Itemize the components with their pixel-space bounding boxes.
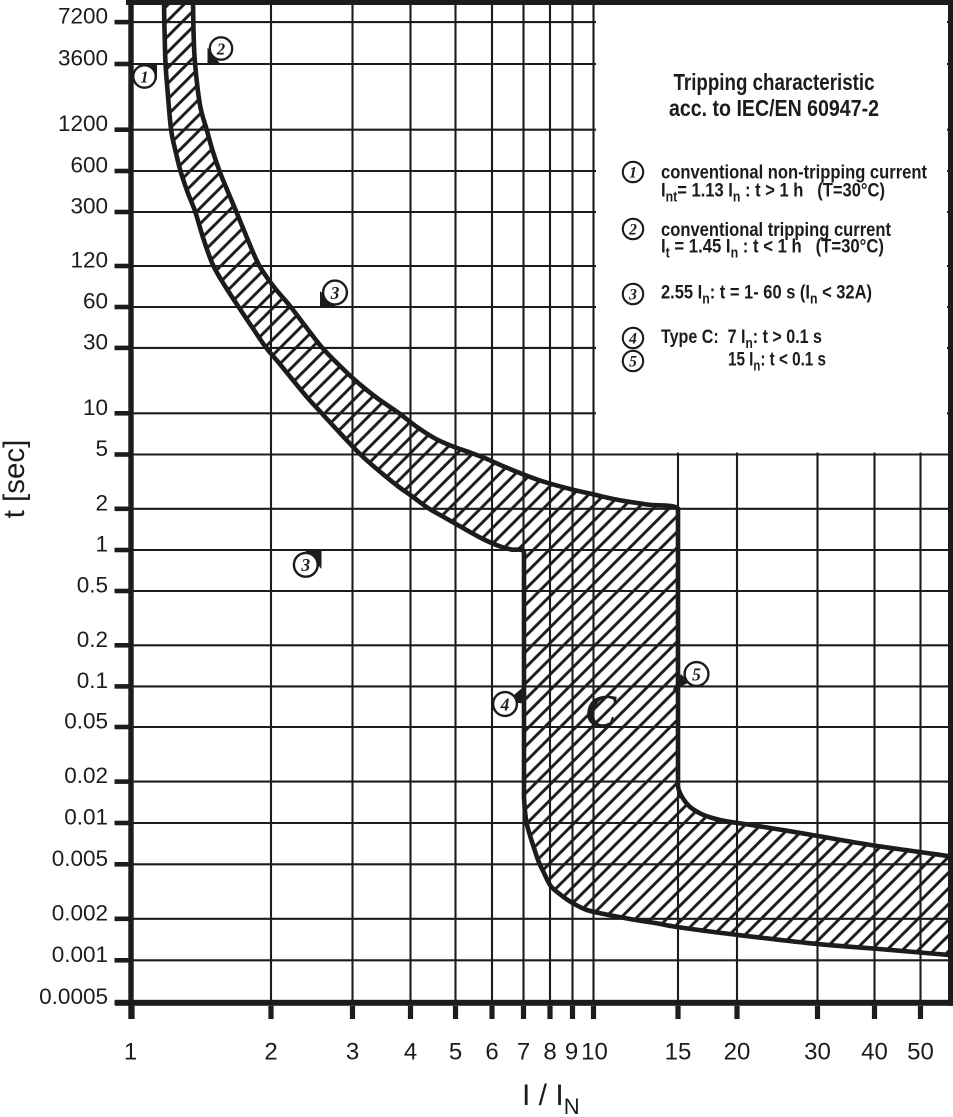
svg-text:9: 9 <box>565 1039 578 1066</box>
svg-text:Int= 1.13 In : t > 1 h (T=30: Int= 1.13 In : t > 1 h (T=30°C) <box>661 180 885 206</box>
svg-text:300: 300 <box>70 194 108 219</box>
svg-text:Type C: 7 In: t > 0.1 s: Type C: 7 In: t > 0.1 s <box>661 326 822 352</box>
svg-text:7: 7 <box>517 1039 530 1066</box>
svg-text:4: 4 <box>404 1039 417 1066</box>
svg-text:15 In: t < 0.1 s: 15 In: t < 0.1 s <box>728 349 826 375</box>
svg-text:0.1: 0.1 <box>77 668 108 693</box>
svg-text:15: 15 <box>665 1039 692 1066</box>
svg-text:0.5: 0.5 <box>77 573 108 598</box>
svg-text:3600: 3600 <box>58 46 108 71</box>
svg-text:2: 2 <box>264 1039 277 1066</box>
svg-text:20: 20 <box>724 1039 751 1066</box>
svg-text:8: 8 <box>543 1039 556 1066</box>
svg-text:It = 1.45 In : t < 1 h (T=30: It = 1.45 In : t < 1 h (T=30°C) <box>661 236 884 262</box>
svg-text:C: C <box>586 685 618 736</box>
svg-text:60: 60 <box>83 289 108 314</box>
svg-text:5: 5 <box>95 436 108 461</box>
svg-text:0.02: 0.02 <box>64 763 108 788</box>
svg-text:600: 600 <box>70 153 108 178</box>
svg-text:10: 10 <box>581 1039 608 1066</box>
svg-text:30: 30 <box>83 329 108 354</box>
svg-text:30: 30 <box>804 1039 831 1066</box>
svg-text:0.05: 0.05 <box>64 709 108 734</box>
svg-text:0.005: 0.005 <box>52 846 108 871</box>
svg-text:1: 1 <box>140 67 148 86</box>
svg-text:3: 3 <box>300 555 310 575</box>
svg-text:40: 40 <box>861 1039 888 1066</box>
svg-text:7200: 7200 <box>58 4 108 29</box>
svg-text:2: 2 <box>95 490 108 515</box>
svg-text:0.2: 0.2 <box>77 627 108 652</box>
svg-text:1: 1 <box>95 532 108 557</box>
svg-text:conventional non-tripping curr: conventional non-tripping current <box>661 162 927 184</box>
svg-text:1: 1 <box>629 165 637 182</box>
svg-text:Tripping characteristic: Tripping characteristic <box>674 69 875 95</box>
svg-text:6: 6 <box>485 1039 498 1066</box>
svg-text:5: 5 <box>449 1039 462 1066</box>
svg-text:5: 5 <box>629 354 637 371</box>
svg-text:50: 50 <box>907 1039 934 1066</box>
svg-text:3: 3 <box>628 287 637 304</box>
svg-text:0.002: 0.002 <box>52 900 108 925</box>
svg-text:conventional tripping current: conventional tripping current <box>661 219 891 241</box>
svg-text:4: 4 <box>628 331 637 348</box>
svg-text:2: 2 <box>216 39 225 58</box>
svg-text:1200: 1200 <box>58 111 108 136</box>
svg-text:2.55 In: t = 1- 60 s (In < 32A: 2.55 In: t = 1- 60 s (In < 32A) <box>661 282 872 308</box>
svg-text:2: 2 <box>628 222 637 239</box>
svg-text:acc. to IEC/EN 60947-2: acc. to IEC/EN 60947-2 <box>669 95 879 121</box>
svg-text:3: 3 <box>330 283 340 303</box>
svg-text:120: 120 <box>70 248 108 273</box>
svg-text:5: 5 <box>692 664 701 684</box>
svg-text:0.001: 0.001 <box>52 942 108 967</box>
svg-text:4: 4 <box>500 694 510 714</box>
svg-text:0.0005: 0.0005 <box>39 984 108 1009</box>
svg-text:3: 3 <box>346 1039 359 1066</box>
svg-text:10: 10 <box>83 395 108 420</box>
svg-text:0.01: 0.01 <box>64 805 108 830</box>
svg-text:1: 1 <box>124 1039 137 1066</box>
svg-text:t [sec]: t [sec] <box>0 440 31 519</box>
